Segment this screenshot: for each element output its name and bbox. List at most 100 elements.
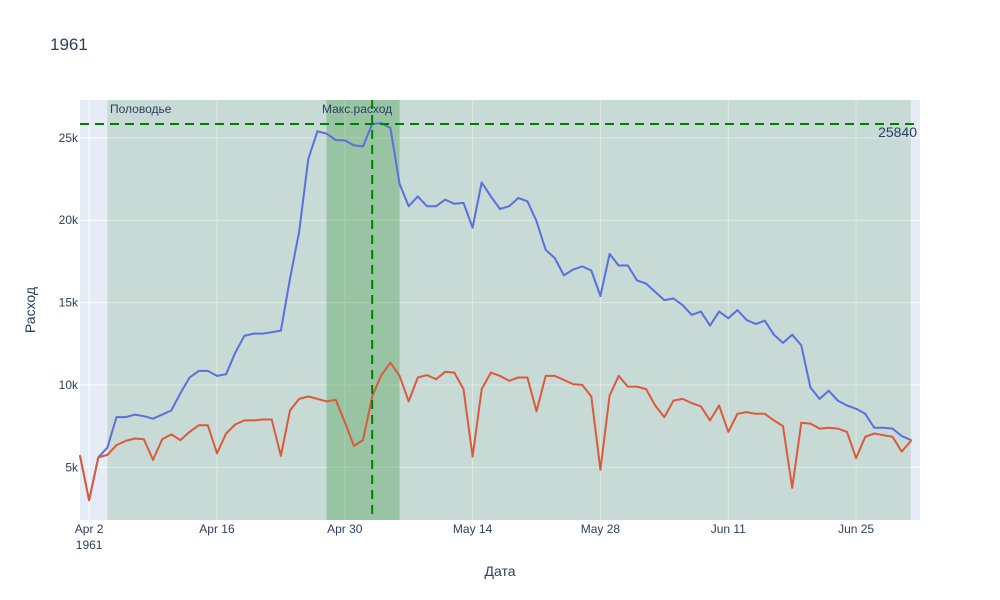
series-2-point	[846, 431, 848, 433]
series-1-point	[590, 269, 593, 272]
plot-background	[80, 100, 920, 520]
series-1-point	[453, 202, 456, 205]
series-1-point	[690, 314, 693, 316]
series-2-point	[855, 457, 857, 460]
series-1-point	[654, 291, 657, 293]
series-1-point	[900, 435, 903, 437]
series-2-point	[681, 398, 684, 400]
series-2-point	[773, 419, 775, 422]
series-2-point	[343, 421, 346, 423]
x-tick-label: Apr 16	[199, 522, 235, 536]
series-2-point	[636, 385, 638, 388]
series-2-point	[206, 424, 209, 427]
series-1-point	[626, 264, 629, 267]
series-1-point	[754, 323, 757, 325]
series	[79, 122, 912, 502]
series-1-point	[645, 282, 647, 285]
flood-period-label: Половодье	[110, 102, 172, 116]
y-axis-label: Расход	[22, 287, 38, 333]
series-2-point	[371, 395, 374, 398]
series-1-point	[608, 253, 611, 255]
series-1-point	[133, 413, 136, 416]
series-1-point	[197, 370, 200, 372]
series-1-point	[891, 427, 894, 430]
series-1-point	[216, 375, 218, 377]
y-tick-label: 10k	[59, 378, 79, 392]
series-1-point	[663, 299, 666, 301]
x-tick-sublabel: 1961	[76, 538, 103, 552]
series-1-point	[508, 205, 510, 208]
series-1-point	[745, 319, 748, 321]
series-1-point	[252, 332, 255, 335]
series-2-point	[152, 459, 154, 461]
series-1-point	[225, 373, 228, 376]
x-tick-label: Jun 25	[838, 522, 874, 536]
series-2-point	[398, 375, 401, 377]
series-2-point	[590, 395, 593, 398]
series-2-point	[170, 433, 173, 436]
series-1-point	[490, 195, 492, 198]
series-1-point	[681, 304, 684, 306]
series-1-point	[316, 130, 319, 133]
series-1-point	[581, 265, 584, 268]
series-1-point	[763, 319, 766, 322]
x-tick-label: Apr 2	[75, 522, 104, 536]
series-1-point	[727, 317, 730, 320]
series-2-point	[754, 412, 757, 415]
series-2-point	[882, 434, 885, 437]
series-2-point	[133, 437, 136, 440]
max-period-band	[326, 100, 400, 520]
series-1-point	[709, 324, 711, 327]
series-2-point	[690, 402, 693, 404]
y-tick-label: 5k	[65, 460, 79, 474]
series-2-point	[809, 422, 812, 425]
flood-period-band	[107, 100, 911, 520]
y-tick-label: 25k	[59, 131, 79, 145]
series-1-point	[572, 268, 574, 271]
series-1-point	[343, 139, 346, 142]
series-2-point	[718, 404, 720, 407]
series-1-point	[700, 310, 702, 313]
shapes	[107, 100, 911, 520]
series-2-point	[490, 371, 492, 374]
series-1-point	[289, 277, 291, 280]
max-value-label: 25840	[878, 124, 917, 140]
series-1-point	[353, 144, 355, 147]
series-2-point	[325, 400, 328, 403]
series-2-point	[334, 398, 337, 401]
x-tick-label: Apr 30	[327, 522, 363, 536]
series-1-point	[188, 376, 191, 379]
series-2-point	[535, 410, 538, 413]
series-2-point	[143, 438, 145, 441]
series-2-point	[97, 456, 100, 459]
series-1-point	[782, 342, 784, 344]
series-1-point	[535, 220, 538, 223]
series-2-point	[818, 427, 821, 430]
chart-title: 1961	[50, 35, 88, 54]
series-2-point	[453, 371, 456, 374]
series-1-point	[143, 415, 145, 418]
series-line-2	[79, 361, 912, 502]
series-2-point	[280, 454, 282, 457]
series-1-point	[398, 183, 401, 185]
series-2-point	[663, 416, 666, 418]
overlay	[80, 100, 920, 520]
series-2-point	[307, 395, 310, 398]
series-2-point	[380, 374, 383, 376]
series-1-point	[636, 279, 638, 282]
series-2-point	[316, 398, 319, 400]
series-2-point	[517, 376, 520, 379]
series-2-point	[462, 388, 465, 390]
series-2-point	[700, 405, 702, 408]
series-2-point	[444, 370, 447, 373]
series-2-point	[608, 394, 611, 397]
series-1-point	[152, 417, 154, 420]
series-1-point	[170, 409, 173, 412]
series-1-point	[471, 226, 474, 229]
series-2-point	[827, 426, 830, 429]
series-1-point	[836, 399, 839, 402]
series-1-point	[334, 139, 337, 141]
series-1-point	[718, 310, 720, 313]
series-2-point	[864, 435, 867, 438]
